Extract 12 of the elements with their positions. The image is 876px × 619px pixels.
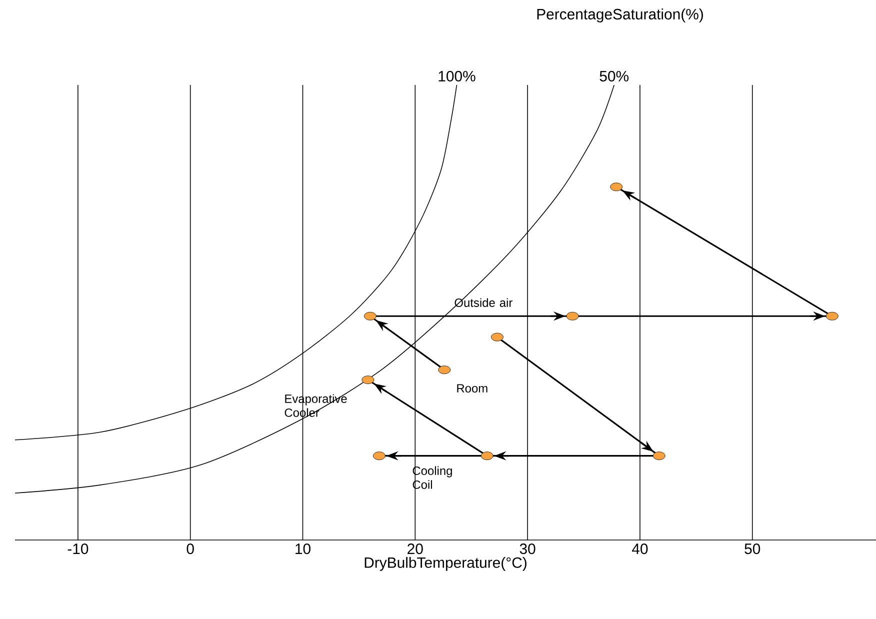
- x-tick-label: -10: [68, 544, 88, 554]
- series-label: 50%: [600, 70, 629, 82]
- x-tick-label: 50: [744, 544, 760, 554]
- series-label: 100%: [438, 70, 476, 82]
- x-tick-label: 20: [408, 544, 423, 554]
- x-tick-label: 10: [296, 544, 310, 554]
- x-tick-label: 30: [520, 544, 536, 554]
- x-tick-label: 0: [186, 544, 194, 554]
- chart-title: PercentageSaturation(%): [537, 8, 703, 22]
- x-tick-label: 40: [632, 544, 648, 554]
- annotation: Room: [457, 384, 488, 393]
- x-axis-title: DryBulbTemperature(°C): [364, 556, 526, 571]
